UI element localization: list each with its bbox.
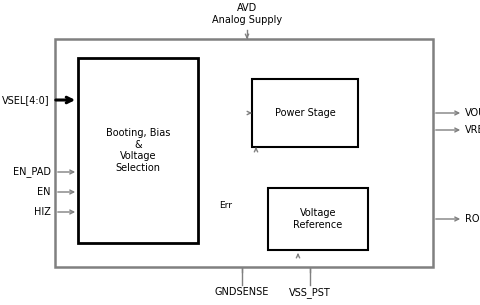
Text: VREG: VREG bbox=[465, 125, 480, 135]
Bar bbox=[252, 79, 358, 147]
Polygon shape bbox=[180, 157, 256, 253]
Text: EN: EN bbox=[37, 187, 51, 197]
Text: Power Stage: Power Stage bbox=[275, 108, 336, 118]
Text: ROK: ROK bbox=[465, 214, 480, 224]
Bar bbox=[55, 39, 433, 267]
Text: EN_PAD: EN_PAD bbox=[13, 167, 51, 178]
Text: VSEL[4:0]: VSEL[4:0] bbox=[2, 95, 50, 105]
Text: VSS_PST: VSS_PST bbox=[289, 287, 331, 298]
Bar bbox=[78, 58, 198, 243]
Text: HIZ: HIZ bbox=[34, 207, 51, 217]
Text: Err: Err bbox=[219, 200, 232, 210]
Bar bbox=[268, 188, 368, 250]
Text: VOUT: VOUT bbox=[465, 108, 480, 118]
Text: Voltage
Reference: Voltage Reference bbox=[293, 208, 343, 230]
Text: GNDSENSE: GNDSENSE bbox=[215, 287, 269, 297]
Text: Booting, Bias
&
Voltage
Selection: Booting, Bias & Voltage Selection bbox=[106, 128, 170, 173]
Text: AVD
Analog Supply: AVD Analog Supply bbox=[212, 3, 282, 25]
